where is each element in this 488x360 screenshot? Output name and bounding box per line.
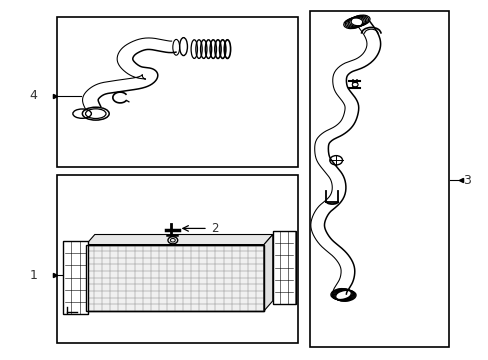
Bar [86,244,264,311]
Bar [62,241,88,315]
Text: 1: 1 [29,269,37,282]
Bar [57,175,298,343]
Bar [86,244,264,311]
Bar [57,17,298,167]
Text: 2: 2 [211,222,219,235]
Circle shape [351,82,357,87]
Bar [310,12,448,347]
Text: 4: 4 [29,89,37,102]
Polygon shape [86,234,272,244]
Bar [272,231,296,305]
Polygon shape [264,234,272,311]
Text: 3: 3 [462,174,470,186]
